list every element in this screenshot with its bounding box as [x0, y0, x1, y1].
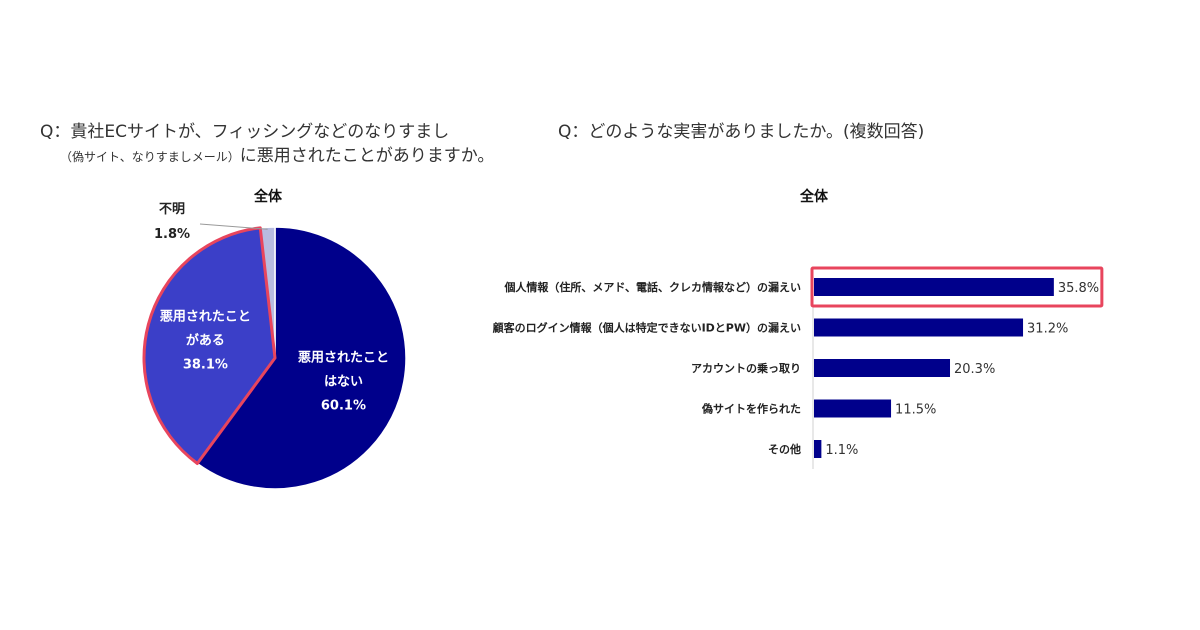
question-1-main: に悪用されたことがありますか。: [239, 146, 495, 166]
bar-category-label-2: アカウントの乗っ取り: [691, 361, 801, 375]
bar-category-label-4: その他: [768, 442, 801, 456]
pie-chart-subtitle: 全体: [254, 189, 282, 205]
bar-category-label-3: 偽サイトを作られた: [701, 402, 801, 416]
pie-slice-highlight-1: [142, 226, 277, 465]
bar-highlight-frame-0: [810, 266, 1104, 308]
bar-value-label-2: 20.3%: [954, 362, 995, 377]
bar-2: [814, 359, 951, 377]
bar-0: [814, 278, 1054, 296]
pie-label-1-line-0: 悪用されたこと: [160, 309, 251, 324]
bar-category-label-0: 個人情報（住所、メアド、電話、クレカ情報など）の漏えい: [503, 280, 801, 294]
question-2: Q：どのような実害がありましたか。(複数回答): [558, 122, 925, 142]
bar-value-label-4: 1.1%: [825, 443, 858, 458]
bar-3: [814, 399, 892, 418]
pie-leader-line-2: [199, 223, 268, 230]
pie-label-0-line-1: はない: [324, 374, 363, 389]
question-1-note: （偽サイト、なりすましメール）: [60, 150, 240, 164]
bar-value-label-3: 11.5%: [895, 403, 936, 418]
question-1-line-1: Q：貴社ECサイトが、フィッシングなどのなりすまし: [40, 122, 450, 142]
pie-label-1-line-1: がある: [186, 332, 225, 348]
bar-chart-subtitle: 全体: [800, 189, 828, 205]
bar-value-label-0: 35.8%: [1058, 281, 1099, 296]
pie-slice-0: [196, 226, 407, 490]
bar-category-label-1: 顧客のログイン情報（個人は特定できないIDとPW）の漏えい: [493, 321, 801, 335]
pie-value-label-0: 60.1%: [321, 398, 366, 413]
question-1-line-2: （偽サイト、なりすましメール）に悪用されたことがありますか。: [60, 141, 494, 166]
pie-label-2-line-0: 不明: [159, 202, 185, 217]
pie-value-label-2: 1.8%: [154, 227, 190, 242]
bar-4: [814, 440, 822, 458]
pie-value-label-1: 38.1%: [183, 357, 228, 372]
bar-1: [814, 318, 1024, 337]
bar-value-label-1: 31.2%: [1027, 322, 1068, 337]
pie-label-0-line-0: 悪用されたこと: [298, 350, 389, 365]
